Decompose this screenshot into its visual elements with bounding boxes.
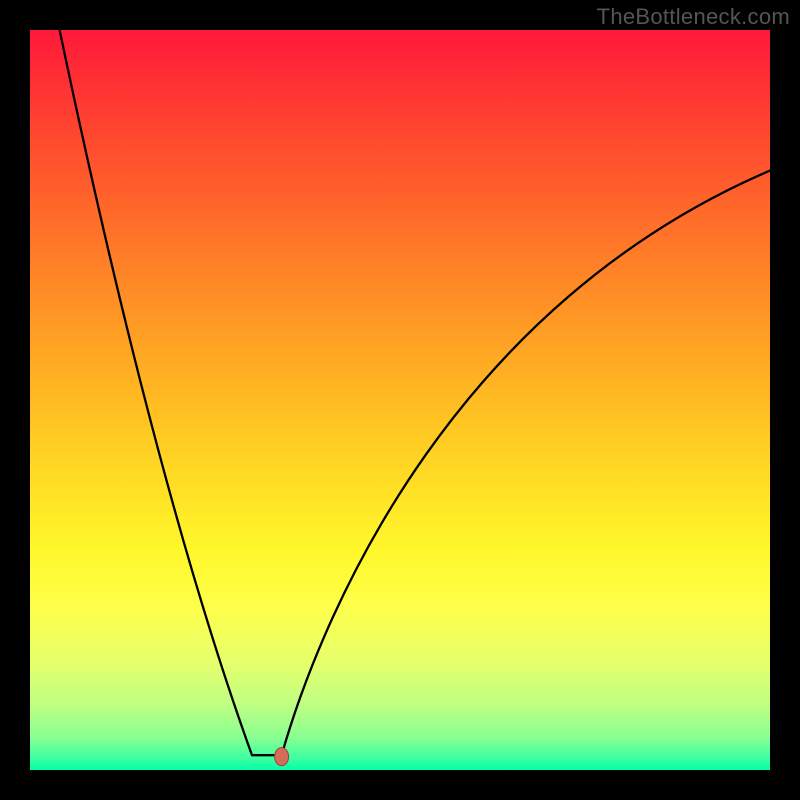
chart-container: TheBottleneck.com xyxy=(0,0,800,800)
optimum-marker xyxy=(275,748,289,766)
bottleneck-chart xyxy=(0,0,800,800)
plot-background xyxy=(30,30,770,770)
watermark-text: TheBottleneck.com xyxy=(597,4,790,30)
